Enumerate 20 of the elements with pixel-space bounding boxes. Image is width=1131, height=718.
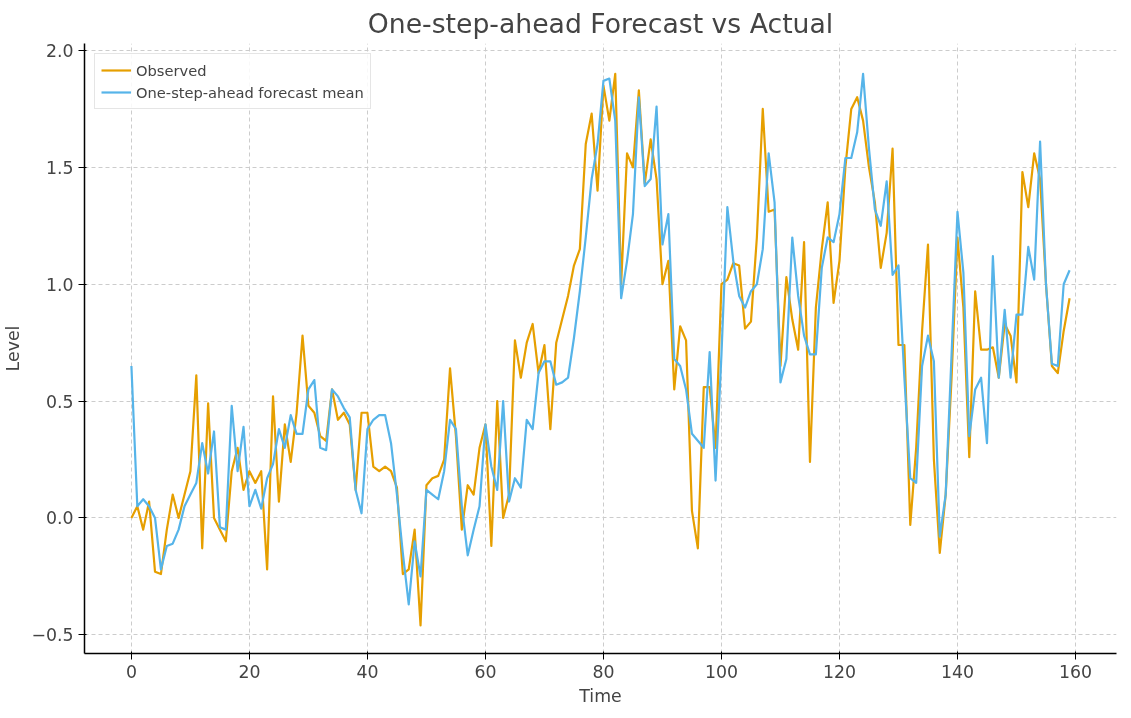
y-tick-label: −0.5 xyxy=(31,625,74,646)
y-tick-label: 0.5 xyxy=(45,391,74,412)
x-tick-label: 100 xyxy=(704,661,738,682)
legend-label: Observed xyxy=(136,61,207,79)
legend-label: One-step-ahead forecast mean xyxy=(136,83,364,101)
x-tick-label: 140 xyxy=(940,661,975,682)
y-tick-label: 1.5 xyxy=(45,157,74,178)
x-tick-label: 20 xyxy=(238,661,261,682)
x-tick-label: 60 xyxy=(474,661,497,682)
x-tick-label: 120 xyxy=(822,661,857,682)
x-axis-title: Time xyxy=(578,685,622,706)
y-tick-label: 2.0 xyxy=(45,41,74,62)
x-tick-label: 0 xyxy=(125,661,137,682)
y-tick-label: 0.0 xyxy=(45,508,74,529)
chart-title: One-step-ahead Forecast vs Actual xyxy=(367,7,834,39)
y-axis-title: Level xyxy=(3,325,24,372)
x-tick-label: 160 xyxy=(1058,661,1093,682)
x-tick-label: 80 xyxy=(592,661,615,682)
x-tick-label: 40 xyxy=(356,661,379,682)
y-tick-label: 1.0 xyxy=(45,274,74,295)
